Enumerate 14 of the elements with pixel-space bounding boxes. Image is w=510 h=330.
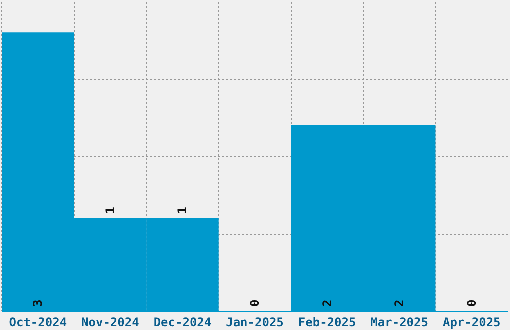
data-label: 1	[176, 206, 190, 214]
x-tick-label: Dec-2024	[154, 316, 212, 330]
x-tick-label: Mar-2025	[370, 316, 428, 330]
data-label: 0	[464, 300, 479, 307]
x-tick-label: Apr-2025	[442, 316, 501, 330]
x-tick-label: Oct-2024	[9, 316, 68, 330]
data-label: 2	[392, 300, 407, 307]
data-label: 1	[103, 206, 118, 214]
x-tick-label: Nov-2024	[82, 316, 140, 330]
data-label: 0	[248, 300, 262, 307]
data-label: 2	[320, 300, 334, 307]
x-tick-label: Jan-2025	[226, 316, 284, 330]
x-tick-label: Feb-2025	[298, 316, 356, 330]
data-label: 3	[31, 300, 46, 307]
